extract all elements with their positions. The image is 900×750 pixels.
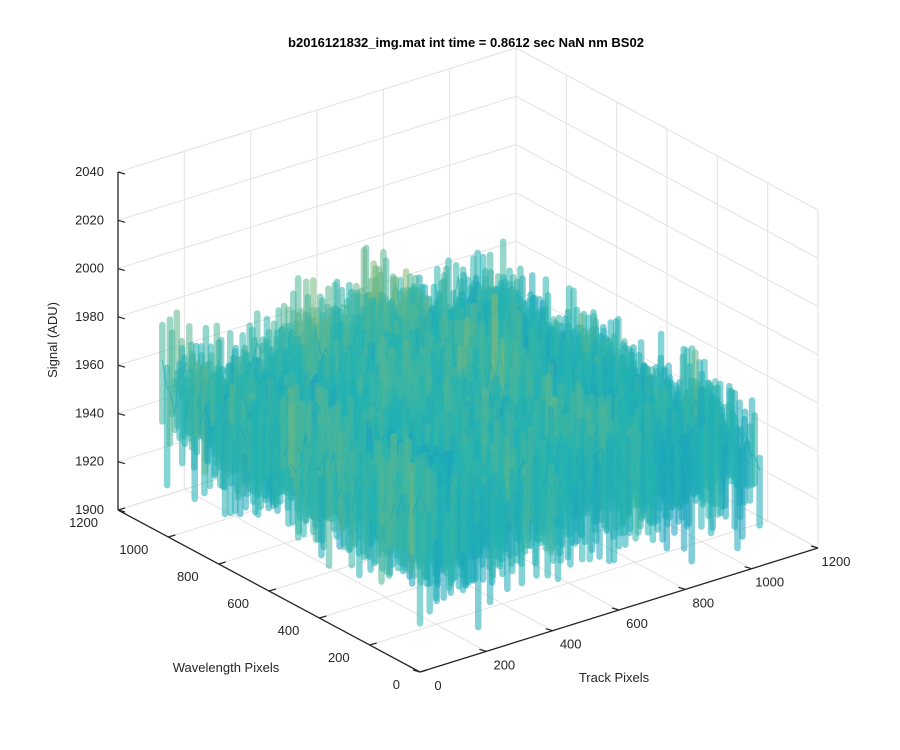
y-tick <box>419 669 428 673</box>
z-tick-label: 2020 <box>75 212 104 227</box>
side-wall-grid-line <box>515 240 819 404</box>
y-tick <box>319 615 327 619</box>
z-tick <box>117 461 126 465</box>
z-tick-label: 1980 <box>75 309 104 324</box>
z-axis-label: Signal (ADU) <box>45 302 60 378</box>
x-tick <box>810 545 819 549</box>
z-tick <box>117 171 126 175</box>
axes <box>117 171 819 673</box>
labels: b2016121832_img.mat int time = 0.8612 se… <box>45 35 850 693</box>
y-tick-label: 1200 <box>69 515 98 530</box>
y-tick-label: 200 <box>328 650 350 665</box>
surface-row-trace <box>419 421 761 558</box>
x-tick <box>678 586 686 590</box>
back-wall-grid-line <box>117 47 517 173</box>
y-tick <box>117 507 126 511</box>
z-tick-label: 1940 <box>75 405 104 420</box>
x-tick-label: 600 <box>626 616 648 631</box>
y-tick <box>218 561 226 565</box>
back-wall-grid-line <box>117 192 517 318</box>
surface-mesh <box>159 238 763 631</box>
z-tick <box>117 219 126 223</box>
y-axis-label: Wavelength Pixels <box>173 660 280 675</box>
z-tick-label: 2040 <box>75 164 104 179</box>
y-tick <box>168 534 176 538</box>
x-tick-label: 200 <box>493 657 515 672</box>
z-tick <box>117 267 126 272</box>
z-tick-label: 1960 <box>75 357 104 372</box>
y-tick-label: 600 <box>227 596 249 611</box>
y-tick <box>369 642 377 646</box>
x-tick <box>545 628 553 632</box>
side-wall-grid-line <box>515 47 819 211</box>
z-tick-label: 2000 <box>75 261 104 276</box>
z-tick-label: 1900 <box>75 502 104 517</box>
y-tick-label: 800 <box>177 569 199 584</box>
z-tick <box>117 364 126 368</box>
z-tick <box>117 412 126 417</box>
x-tick-label: 1200 <box>822 554 851 569</box>
z-tick-label: 1920 <box>75 454 104 469</box>
side-wall-grid-line <box>515 95 819 259</box>
x-tick-label: 800 <box>692 595 714 610</box>
x-tick-label: 1000 <box>755 575 784 590</box>
x-tick-label: 400 <box>560 637 582 652</box>
y-tick-label: 0 <box>393 677 400 692</box>
x-tick-label: 0 <box>434 678 441 693</box>
z-tick <box>117 316 126 320</box>
y-tick <box>268 588 277 592</box>
side-wall-grid-line <box>515 144 819 308</box>
y-tick-label: 400 <box>278 623 300 638</box>
x-axis-label: Track Pixels <box>579 670 650 685</box>
z-tick <box>117 509 126 513</box>
chart-title: b2016121832_img.mat int time = 0.8612 se… <box>288 35 644 50</box>
x-tick <box>611 607 620 611</box>
side-wall-grid-line <box>515 192 819 356</box>
x-tick <box>744 566 752 570</box>
floor-grid-line <box>369 520 768 646</box>
x-tick <box>479 648 487 652</box>
back-wall-grid-line <box>117 144 517 270</box>
x-tick <box>412 669 421 673</box>
y-tick-label: 1000 <box>119 542 148 557</box>
back-wall-grid-line <box>117 95 517 221</box>
